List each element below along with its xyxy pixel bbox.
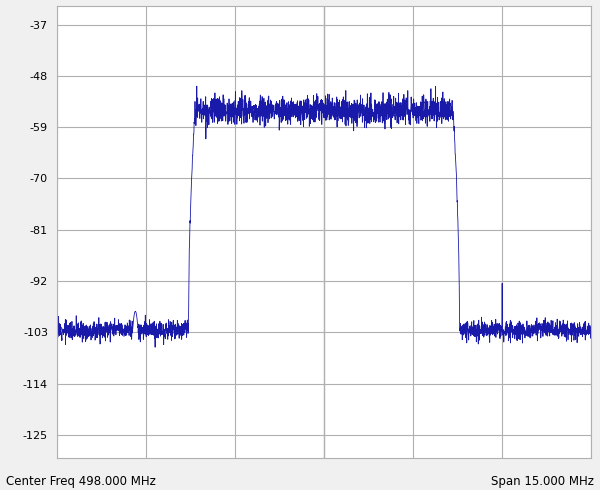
Text: Center Freq 498.000 MHz: Center Freq 498.000 MHz <box>6 474 156 488</box>
Text: Span 15.000 MHz: Span 15.000 MHz <box>491 474 594 488</box>
